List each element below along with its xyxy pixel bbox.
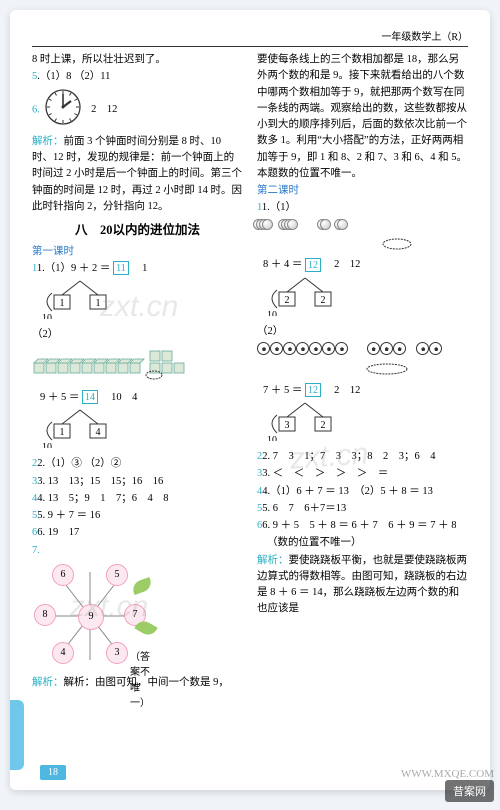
answer-text: 6. 9 ＋ 5 5 ＋ 8 ＝ 6 ＋ 7 6 ＋ 9 ＝ 7 ＋ 8 (262, 520, 456, 531)
paragraph: 要使每条线上的三个数相加都是 18，那么另外两个数的和是 9。接下来就看给出的八… (257, 52, 468, 182)
eq: 9 ＋ 5 ＝ (40, 392, 79, 403)
lesson-link[interactable]: 第一课时 (32, 244, 243, 260)
split-diagram: 3 2 10 (265, 401, 468, 447)
answer-text: 4.（1）6 ＋ 7 ＝ 13 （2）5 ＋ 8 ＝ 13 (262, 486, 433, 497)
answer-text: 5. 9 ＋ 7 ＝ 16 (37, 510, 100, 521)
analysis-label: 解析： (32, 677, 64, 688)
lesson-link[interactable]: 第二课时 (257, 183, 468, 199)
answer-text: 2.（1）③ （2）② (37, 458, 121, 469)
q-text: （2） (32, 327, 243, 343)
svg-text:1: 1 (60, 298, 65, 309)
analysis-text: 前面 3 个钟面时间分别是 8 时、10 时、12 时，发现的规律是：前一个钟面… (32, 136, 242, 212)
unit-title: 八 20以内的进位加法 (32, 221, 243, 240)
petal: 6 (52, 564, 74, 586)
item-num: 5 (32, 71, 37, 82)
coins-diagram (257, 219, 468, 236)
flower-center: 9 (78, 604, 104, 630)
eq: 7 ＋ 5 ＝ (263, 385, 302, 396)
note: （答案不唯一） (130, 650, 152, 712)
corner-badge: 昔案网 (445, 780, 494, 802)
answer-box: 11 (113, 261, 129, 275)
balls-diagram (257, 342, 468, 361)
answer-text: 2 12 (91, 104, 117, 115)
split-diagram: 2 2 10 (265, 276, 468, 322)
header-title: 一年级数学上（R） (381, 32, 468, 43)
analysis-text: 要使跷跷板平衡，也就是要使跷跷板两边算式的得数相等。由图可知，跷跷板的右边是 8… (257, 555, 467, 615)
petal: 8 (34, 604, 56, 626)
content-columns: 8 时上课，所以壮壮迟到了。 55.（1）8 （2）11.（1）8 （2）11 … (32, 51, 468, 751)
svg-text:2: 2 (285, 295, 290, 306)
svg-text:10: 10 (42, 313, 52, 319)
svg-text:10: 10 (42, 442, 52, 448)
svg-text:10: 10 (267, 310, 277, 316)
svg-text:3: 3 (285, 420, 290, 431)
dashed-circle (257, 363, 457, 375)
answer-box: 14 (82, 390, 98, 404)
page-number: 18 (40, 765, 66, 780)
left-column: 8 时上课，所以壮壮迟到了。 55.（1）8 （2）11.（1）8 （2）11 … (32, 51, 243, 751)
tail: 2 12 (324, 259, 361, 270)
right-column: 要使每条线上的三个数相加都是 18，那么另外两个数的和是 9。接下来就看给出的八… (257, 51, 468, 751)
answer-box: 12 (305, 383, 321, 397)
dashed-circle (257, 238, 457, 250)
svg-text:2: 2 (321, 295, 326, 306)
cube-diagram (32, 345, 243, 389)
item-num: 7. (32, 545, 40, 556)
q-label: 1.（1） (262, 202, 296, 213)
corner-url: WWW.MXQE.COM (401, 768, 494, 780)
answer-text: 3. ＜ ＜ ＞ ＞ ＞ ＝ (262, 468, 388, 479)
q-text: 1.（1）9 ＋ 2 ＝ (37, 263, 110, 274)
svg-text:1: 1 (60, 427, 65, 438)
split-diagram: 1 1 10 (40, 279, 243, 325)
svg-text:4: 4 (96, 427, 101, 438)
answer-text: 4. 13 5；9 1 7；6 4 8 (37, 493, 168, 504)
q-label: （2） (257, 324, 468, 340)
page-header: 一年级数学上（R） (32, 28, 468, 47)
page: 一年级数学上（R） 8 时上课，所以壮壮迟到了。 55.（1）8 （2）11.（… (10, 10, 490, 790)
eq: 8 ＋ 4 ＝ (263, 259, 302, 270)
text-line: 8 时上课，所以壮壮迟到了。 (32, 52, 243, 68)
petal: 5 (106, 564, 128, 586)
side-tab (10, 700, 24, 770)
answer-text: 2. 7 3 1；7 3 3；8 2 3；6 4 (262, 451, 435, 462)
svg-text:2: 2 (321, 420, 326, 431)
tail: 2 12 (324, 385, 361, 396)
item-num: 6. (32, 104, 40, 115)
svg-text:1: 1 (96, 298, 101, 309)
tail: 10 4 (101, 392, 138, 403)
analysis-label: 解析： (32, 136, 64, 147)
analysis-label: 解析： (257, 555, 289, 566)
answer-text: 5. 6 7 6＋7＝13 (262, 503, 346, 514)
split-diagram: 1 4 10 (40, 408, 243, 454)
flower-diagram: 6 5 8 7 4 3 9 （答案不唯一） (32, 562, 152, 672)
svg-text:10: 10 (267, 435, 277, 441)
petal: 4 (52, 642, 74, 664)
answer-box: 12 (305, 258, 321, 272)
answer-text: 6. 19 17 (37, 527, 79, 538)
clock-icon (43, 87, 83, 133)
note: （数的位置不唯一） (267, 535, 468, 551)
tail: 1 (132, 263, 148, 274)
answer-text: 3. 13 13；15 15；16 16 (37, 476, 163, 487)
petal: 3 (106, 642, 128, 664)
